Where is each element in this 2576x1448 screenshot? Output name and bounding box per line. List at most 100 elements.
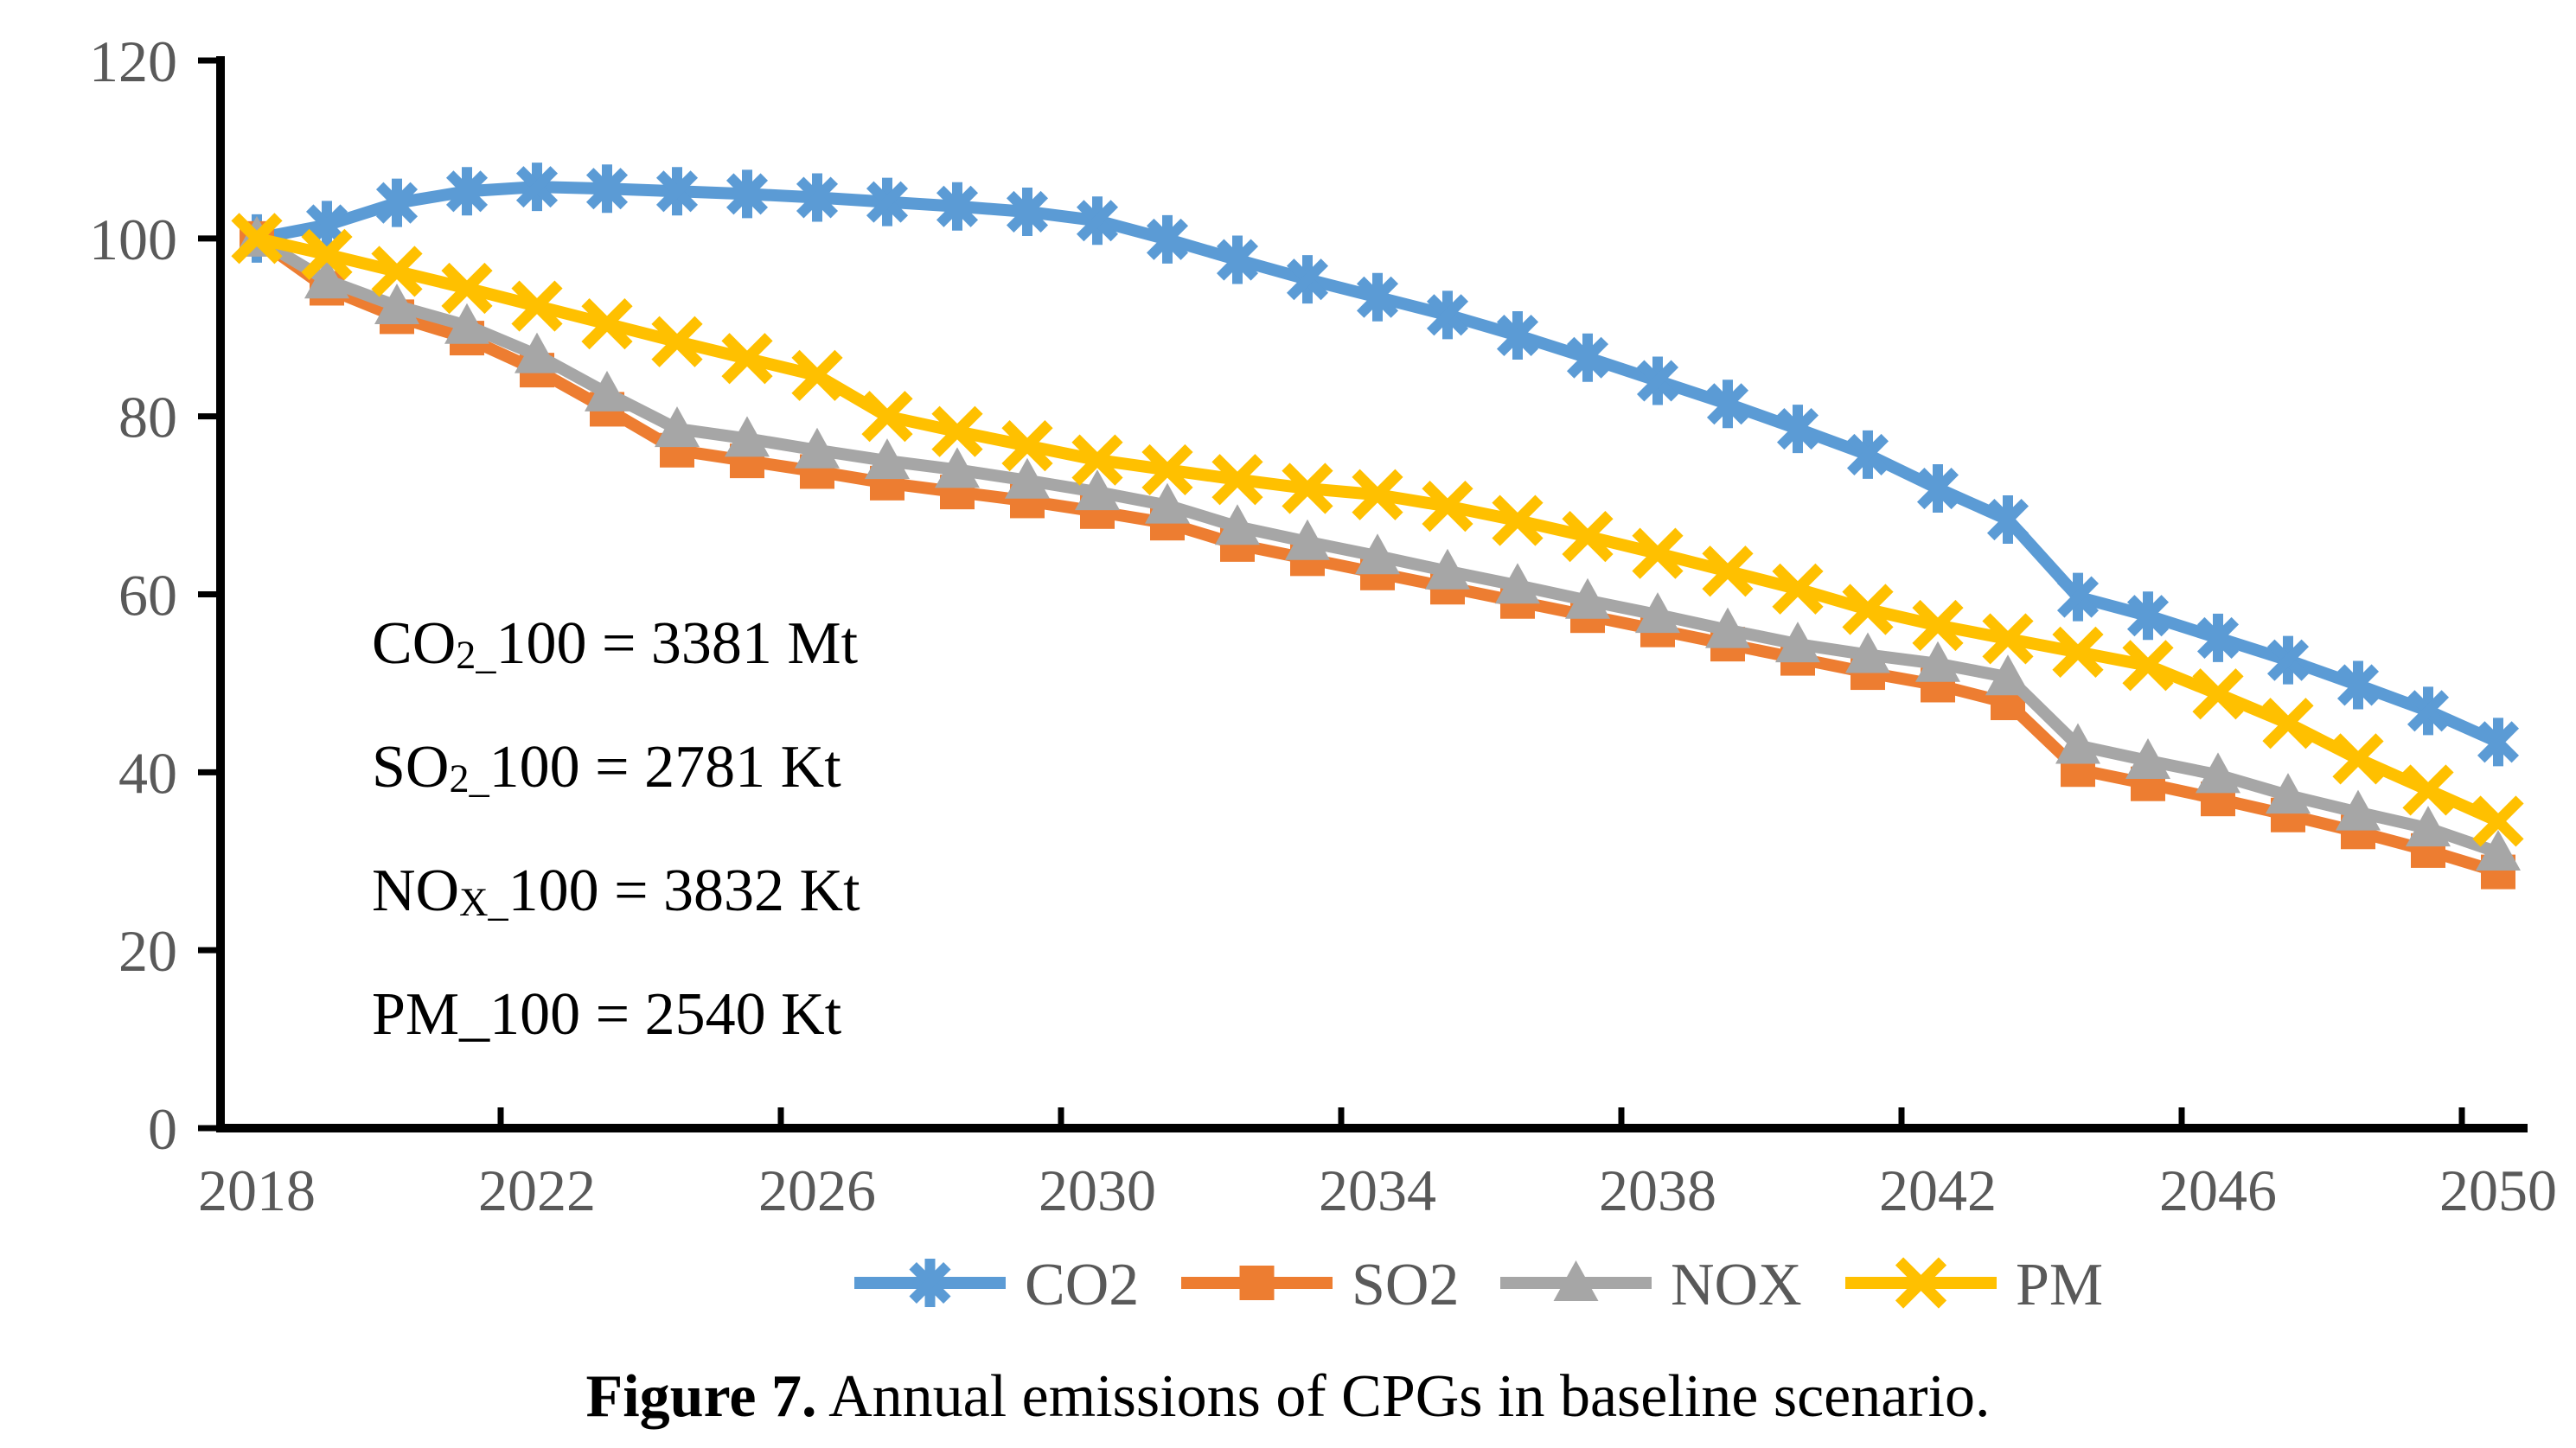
marker-triangle: [1075, 469, 1120, 511]
marker-triangle: [2406, 806, 2451, 847]
marker-x: [231, 213, 283, 265]
marker-x: [1772, 563, 1824, 615]
marker-x: [1562, 511, 1614, 563]
marker-triangle: [2266, 773, 2311, 814]
marker-x: [1071, 434, 1123, 486]
marker-asterisk: [655, 170, 699, 213]
marker-x: [791, 349, 843, 401]
marker-asterisk: [585, 168, 629, 210]
annotation-line: CO 2_ 100 = 3381 Mt: [372, 609, 859, 677]
marker-asterisk: [1006, 190, 1049, 233]
marker-x: [1492, 494, 1544, 546]
marker-asterisk: [1426, 294, 1469, 336]
marker-triangle: [725, 416, 770, 457]
marker-triangle: [585, 370, 630, 411]
marker-triangle: [1635, 592, 1680, 634]
marker-x: [511, 280, 563, 332]
marker-x: [1982, 613, 2034, 665]
marker-x: [721, 333, 773, 385]
marker-asterisk: [2126, 595, 2170, 637]
marker-triangle: [1285, 519, 1330, 560]
marker-x: [2262, 698, 2314, 750]
marker-asterisk: [909, 1261, 951, 1304]
marker-triangle: [2055, 723, 2100, 764]
marker-triangle: [444, 303, 489, 344]
marker-x: [1352, 469, 1403, 520]
marker-asterisk: [1986, 499, 2029, 541]
marker-triangle: [1425, 548, 1470, 590]
marker-x: [1842, 584, 1894, 635]
marker-asterisk: [1916, 467, 1959, 510]
marker-asterisk: [866, 181, 909, 223]
x-tick-label: 2046: [2159, 1158, 2277, 1223]
annotation-line: NO X_ 100 = 3832 Kt: [372, 857, 860, 924]
marker-triangle: [2125, 737, 2170, 779]
y-tick-label: 40: [118, 740, 177, 806]
y-tick-label: 0: [148, 1096, 177, 1162]
x-tick-label: 2042: [1879, 1158, 1997, 1223]
marker-triangle: [1553, 1260, 1599, 1301]
marker-triangle: [655, 406, 700, 448]
marker-asterisk: [796, 176, 839, 219]
marker-triangle: [1915, 641, 1960, 682]
marker-x: [1702, 545, 1754, 597]
marker-x: [581, 298, 633, 350]
marker-x: [861, 391, 913, 443]
marker-asterisk: [1146, 218, 1189, 260]
marker-x: [931, 405, 983, 457]
x-tick-label: 2050: [2439, 1158, 2557, 1223]
legend-label-PM: PM: [2016, 1252, 2103, 1318]
marker-x: [2192, 668, 2244, 720]
marker-square: [1239, 1266, 1275, 1300]
marker-x: [1282, 462, 1333, 514]
figure-caption: Figure 7. Annual emissions of CPGs in ba…: [0, 1362, 2576, 1432]
marker-x: [1895, 1257, 1947, 1309]
marker-triangle: [1985, 654, 2030, 696]
marker-triangle: [1495, 563, 1540, 604]
y-tick-label: 80: [118, 385, 177, 450]
index-annotations: CO 2_ 100 = 3381 Mt SO 2_ 100 = 2781 Kt NO X_ 10…: [372, 582, 860, 1076]
marker-asterisk: [1216, 239, 1259, 281]
marker-x: [1001, 420, 1053, 472]
marker-triangle: [2336, 789, 2381, 831]
legend-label-SO2: SO2: [1352, 1252, 1459, 1318]
x-tick-label: 2026: [758, 1158, 876, 1223]
marker-asterisk: [2407, 690, 2450, 732]
y-tick-label: 120: [89, 29, 177, 94]
legend-label-CO2: CO2: [1025, 1252, 1139, 1318]
marker-triangle: [1705, 607, 1750, 648]
annotation-line: PM_ 100 = 2540 Kt: [372, 980, 842, 1048]
marker-triangle: [1845, 632, 1890, 673]
marker-x: [651, 316, 703, 367]
marker-x: [371, 246, 423, 297]
marker-asterisk: [2266, 639, 2310, 681]
marker-triangle: [515, 332, 559, 373]
marker-x: [1422, 481, 1473, 533]
marker-x: [2122, 640, 2174, 692]
marker-asterisk: [1706, 383, 1749, 425]
x-tick-label: 2030: [1039, 1158, 1156, 1223]
marker-asterisk: [2056, 576, 2100, 618]
marker-triangle: [2476, 829, 2521, 871]
marker-triangle: [1145, 482, 1190, 524]
marker-x: [1211, 454, 1263, 506]
marker-triangle: [1005, 457, 1050, 499]
marker-x: [1141, 443, 1193, 496]
marker-asterisk: [1356, 276, 1399, 318]
figure-caption-text: Annual emissions of CPGs in baseline sce…: [816, 1363, 1991, 1430]
marker-asterisk: [1286, 258, 1329, 301]
marker-x: [2332, 733, 2384, 785]
x-tick-label: 2038: [1599, 1158, 1716, 1223]
marker-x: [2472, 795, 2524, 847]
marker-triangle: [865, 438, 910, 480]
y-tick-label: 100: [89, 207, 177, 272]
marker-x: [2052, 626, 2104, 678]
x-tick-label: 2034: [1319, 1158, 1436, 1223]
marker-asterisk: [1566, 336, 1609, 379]
legend-label-NOX: NOX: [1671, 1252, 1802, 1318]
marker-asterisk: [1076, 200, 1119, 242]
marker-asterisk: [1776, 408, 1819, 450]
x-tick-label: 2022: [478, 1158, 596, 1223]
marker-triangle: [795, 427, 840, 469]
annotation-line: SO 2_ 100 = 2781 Kt: [372, 733, 841, 801]
